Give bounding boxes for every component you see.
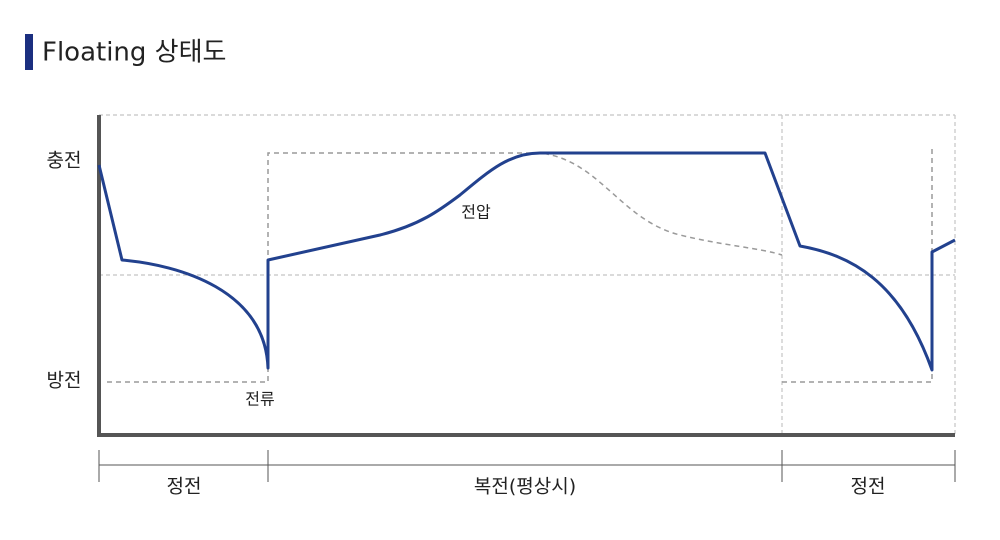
curve-label: 전압	[461, 203, 491, 222]
title-bar	[25, 34, 33, 70]
frame	[97, 114, 956, 437]
current-line	[107, 145, 933, 383]
y-label: 충전	[47, 150, 82, 172]
curve-label: 전류	[245, 390, 274, 409]
phase-ruler	[98, 450, 956, 482]
phase-label: 정전	[167, 476, 202, 498]
title: Floating 상태도	[42, 38, 226, 68]
phase-label: 정전	[851, 476, 886, 498]
voltage-line	[97, 151, 956, 372]
phase-label: 복전(평상시)	[474, 476, 576, 498]
y-label: 방전	[47, 370, 82, 392]
